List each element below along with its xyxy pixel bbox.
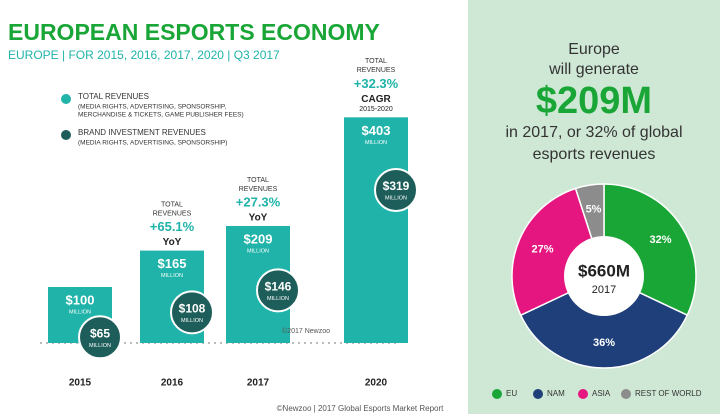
bar-value-label: $165 xyxy=(158,256,187,271)
x-tick-label: 2015 xyxy=(69,378,92,389)
legend-label: TOTAL REVENUES xyxy=(78,92,149,101)
legend-swatch xyxy=(621,389,631,399)
pie-center-label: $660M xyxy=(578,261,630,280)
unit-label: MILLION xyxy=(385,195,407,201)
unit-label: MILLION xyxy=(247,248,269,254)
footer: ©Newzoo | 2017 Global Esports Market Rep… xyxy=(277,404,444,413)
pie-value-label: 32% xyxy=(650,234,672,246)
x-tick-label: 2017 xyxy=(247,378,270,389)
legend-swatch xyxy=(578,389,588,399)
copyright: ©2017 Newzoo xyxy=(282,327,330,335)
legend-label: BRAND INVESTMENT REVENUES xyxy=(78,128,206,137)
annotation-growth: +27.3% xyxy=(236,194,281,209)
bar xyxy=(344,117,408,343)
callout-text: esports revenues xyxy=(533,146,656,163)
annotation-text: TOTAL xyxy=(365,58,387,65)
annotation-text: REVENUES xyxy=(239,186,278,193)
pie-slice xyxy=(519,275,689,369)
annotation-basis: YoY xyxy=(163,237,182,248)
annotation-text: TOTAL xyxy=(161,201,183,208)
annotation-growth: +65.1% xyxy=(150,219,195,234)
legend-label: EU xyxy=(506,389,517,398)
unit-label: MILLION xyxy=(267,296,289,302)
brand-circle xyxy=(256,268,300,313)
circle-value-label: $65 xyxy=(90,326,110,340)
unit-label: MILLION xyxy=(181,318,203,324)
x-tick-label: 2016 xyxy=(161,378,184,389)
pie-hole xyxy=(564,236,644,316)
unit-label: MILLION xyxy=(69,309,91,315)
legend-description: (MEDIA RIGHTS, ADVERTISING, SPONSORSHIP) xyxy=(78,140,227,147)
annotation-basis: YoY xyxy=(249,213,268,224)
annotation-text: TOTAL xyxy=(247,177,269,184)
legend-swatch xyxy=(533,389,543,399)
bar-value-label: $209 xyxy=(244,231,273,246)
legend-swatch xyxy=(61,130,71,140)
legend-description: MERCHANDISE & TICKETS, GAME PUBLISHER FE… xyxy=(78,112,244,119)
unit-label: MILLION xyxy=(161,273,183,279)
circle-value-label: $319 xyxy=(383,179,410,193)
brand-circle xyxy=(78,315,122,360)
bar-value-label: $403 xyxy=(362,123,391,138)
pie-value-label: 36% xyxy=(593,337,615,349)
title: EUROPEAN ESPORTS ECONOMY xyxy=(8,19,380,45)
pie-value-label: 5% xyxy=(586,204,602,216)
annotation-basis: CAGR xyxy=(361,94,391,105)
pie-center-sublabel: 2017 xyxy=(592,284,616,296)
circle-value-label: $108 xyxy=(179,302,206,316)
annotation-basis: 2015-2020 xyxy=(359,106,393,113)
annotation-text: REVENUES xyxy=(153,210,192,217)
legend-label: NAM xyxy=(547,389,565,398)
callout-amount: $209M xyxy=(536,80,652,122)
pie-value-label: 27% xyxy=(531,243,553,255)
legend-label: REST OF WORLD xyxy=(635,389,702,398)
legend-description: (MEDIA RIGHTS, ADVERTISING, SPONSORSHIP, xyxy=(78,104,226,111)
x-tick-label: 2020 xyxy=(365,378,388,389)
callout-text: will generate xyxy=(548,61,639,78)
legend-label: ASIA xyxy=(592,389,611,398)
callout-text: Europe xyxy=(568,41,620,58)
unit-label: MILLION xyxy=(365,140,387,146)
annotation-growth: +32.3% xyxy=(354,76,399,91)
circle-value-label: $146 xyxy=(265,279,292,293)
annotation-text: REVENUES xyxy=(357,67,396,74)
callout-text: in 2017, or 32% of global xyxy=(505,124,682,141)
unit-label: MILLION xyxy=(89,343,111,349)
subtitle: EUROPE | FOR 2015, 2016, 2017, 2020 | Q3… xyxy=(8,48,280,62)
legend-swatch xyxy=(492,389,502,399)
legend-swatch xyxy=(61,94,71,104)
brand-circle xyxy=(170,290,214,335)
brand-circle xyxy=(374,167,418,212)
bar-value-label: $100 xyxy=(66,292,95,307)
